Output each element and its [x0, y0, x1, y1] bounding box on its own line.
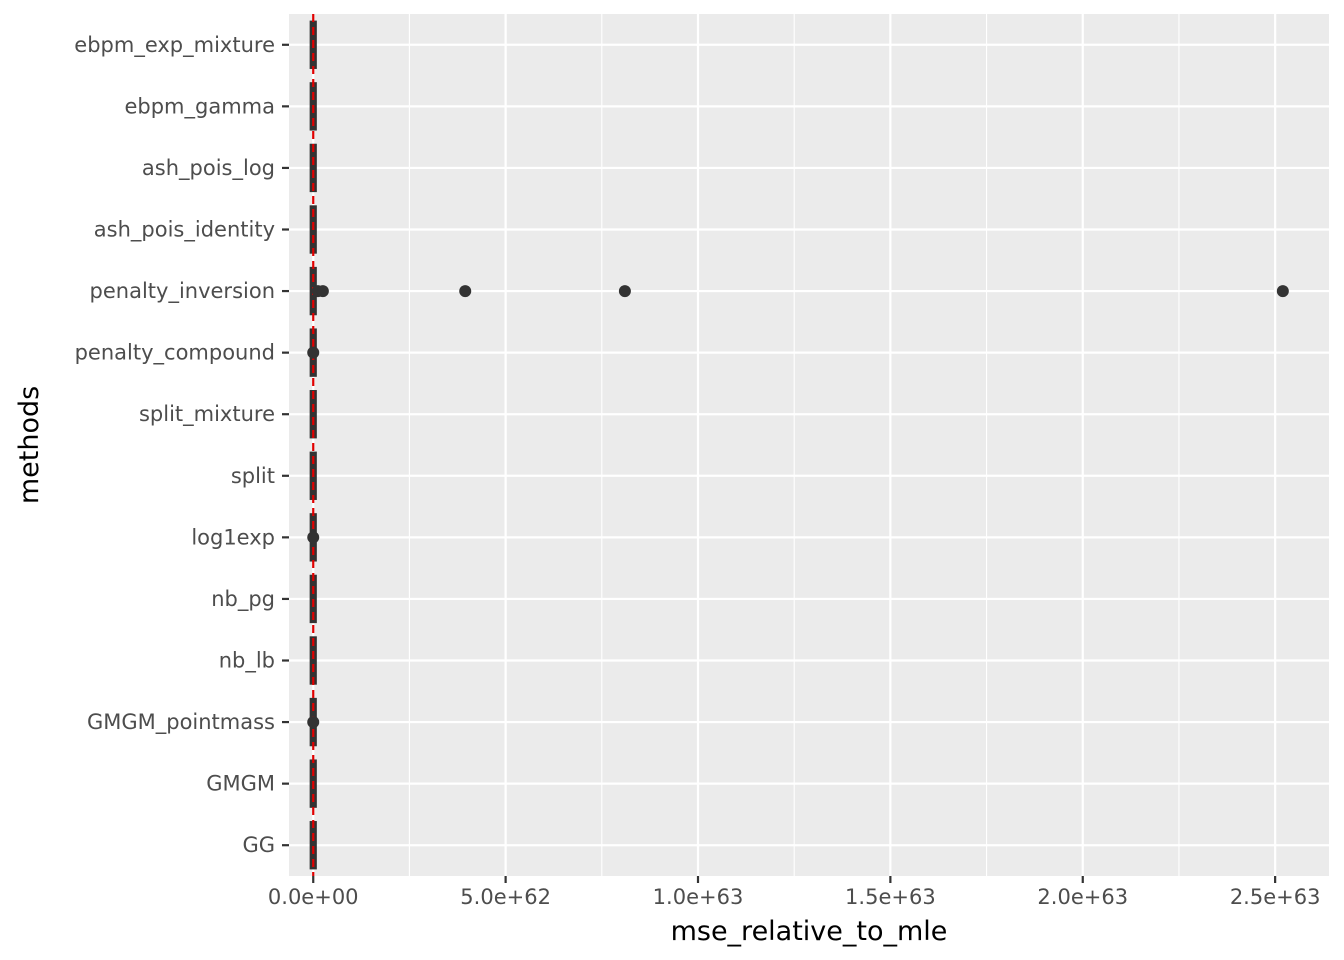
- outlier-points: [307, 285, 1289, 729]
- minor-gridlines: [408, 14, 1180, 876]
- outlier-point: [307, 716, 320, 729]
- y-tick-label: ash_pois_identity: [94, 218, 275, 243]
- outlier-point: [1276, 285, 1289, 298]
- outlier-point: [316, 285, 329, 298]
- y-tick-label: ash_pois_log: [142, 156, 275, 181]
- x-tick-label: 2.0e+63: [1037, 885, 1128, 909]
- outlier-point: [459, 285, 472, 298]
- x-tick-label: 2.5e+63: [1230, 885, 1321, 909]
- y-tick-label: split: [231, 464, 275, 488]
- y-tick-label: split_mixture: [139, 402, 275, 427]
- y-tick-label: GMGM_pointmass: [87, 710, 275, 735]
- y-tick-label: log1exp: [191, 525, 275, 549]
- outlier-point: [618, 285, 631, 298]
- y-tick-label: nb_pg: [211, 587, 275, 612]
- y-tick-label: nb_lb: [219, 649, 275, 674]
- x-tick-label: 5.0e+62: [460, 885, 551, 909]
- y-axis: ebpm_exp_mixture ebpm_gamma ash_pois_logas…: [74, 33, 289, 857]
- y-tick-label: penalty_inversion: [90, 279, 275, 304]
- y-axis-title: methods: [14, 386, 45, 504]
- y-tick-label: GMGM: [206, 772, 275, 796]
- x-tick-label: 1.0e+63: [653, 885, 744, 909]
- y-tick-label: ebpm_gamma: [124, 94, 275, 119]
- y-tick-label: ebpm_exp_mixture: [74, 33, 275, 58]
- x-axis-title: mse_relative_to_mle: [671, 916, 948, 947]
- outlier-point: [307, 531, 320, 544]
- y-tick-label: GG: [242, 833, 275, 857]
- y-tick-label: penalty_compound: [75, 341, 275, 366]
- outlier-point: [307, 346, 320, 359]
- x-tick-label: 1.5e+63: [845, 885, 936, 909]
- x-tick-label: 0.0e+00: [268, 885, 359, 909]
- x-axis: 0.0e+00 5.0e+62 1.0e+63 1.5e+63 2.0e+63 2.5e+…: [268, 876, 1321, 909]
- plot-panel: [289, 14, 1329, 876]
